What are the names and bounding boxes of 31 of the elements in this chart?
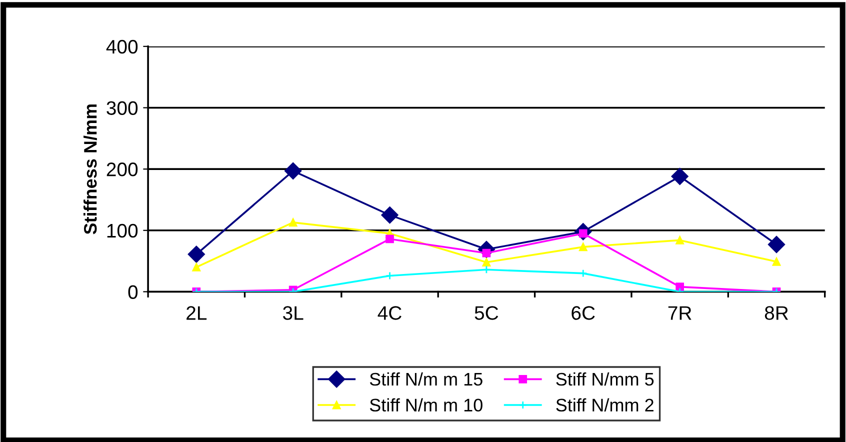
point (381, 206, 398, 224)
legend-label: Stiff N/m m 10 (370, 398, 482, 412)
point (768, 236, 786, 254)
x-tick-label: 4C (378, 306, 402, 320)
x-tick-label: 7R (668, 306, 692, 320)
point (288, 218, 298, 227)
x-tick-label: 8R (764, 306, 788, 320)
x-tick-label: 5C (474, 306, 498, 320)
y-tick-label: 300 (106, 101, 138, 115)
point (772, 258, 781, 266)
legend-label: Stiff N/m m 15 (370, 372, 482, 386)
x-tick-label: 2L (186, 306, 207, 320)
x-tick-label: 3L (283, 306, 304, 320)
point (284, 162, 302, 180)
point (386, 234, 394, 244)
legend-label: Stiff N/mm 5 (556, 372, 654, 386)
point (386, 272, 394, 280)
y-tick-label: 100 (107, 224, 138, 238)
point (192, 263, 201, 272)
point (188, 246, 205, 263)
point (676, 282, 684, 291)
point (671, 168, 688, 185)
y-tick-label: 200 (106, 162, 138, 176)
y-tick-label: 400 (106, 40, 138, 54)
point (578, 242, 588, 252)
x-tick-label: 6C (572, 306, 595, 320)
point (482, 258, 491, 266)
y-tick-label: 0 (128, 285, 138, 299)
point (676, 236, 684, 244)
legend-label: Stiff N/mm 2 (556, 398, 654, 412)
y-axis-title: Stiffness N/mm (84, 104, 97, 234)
